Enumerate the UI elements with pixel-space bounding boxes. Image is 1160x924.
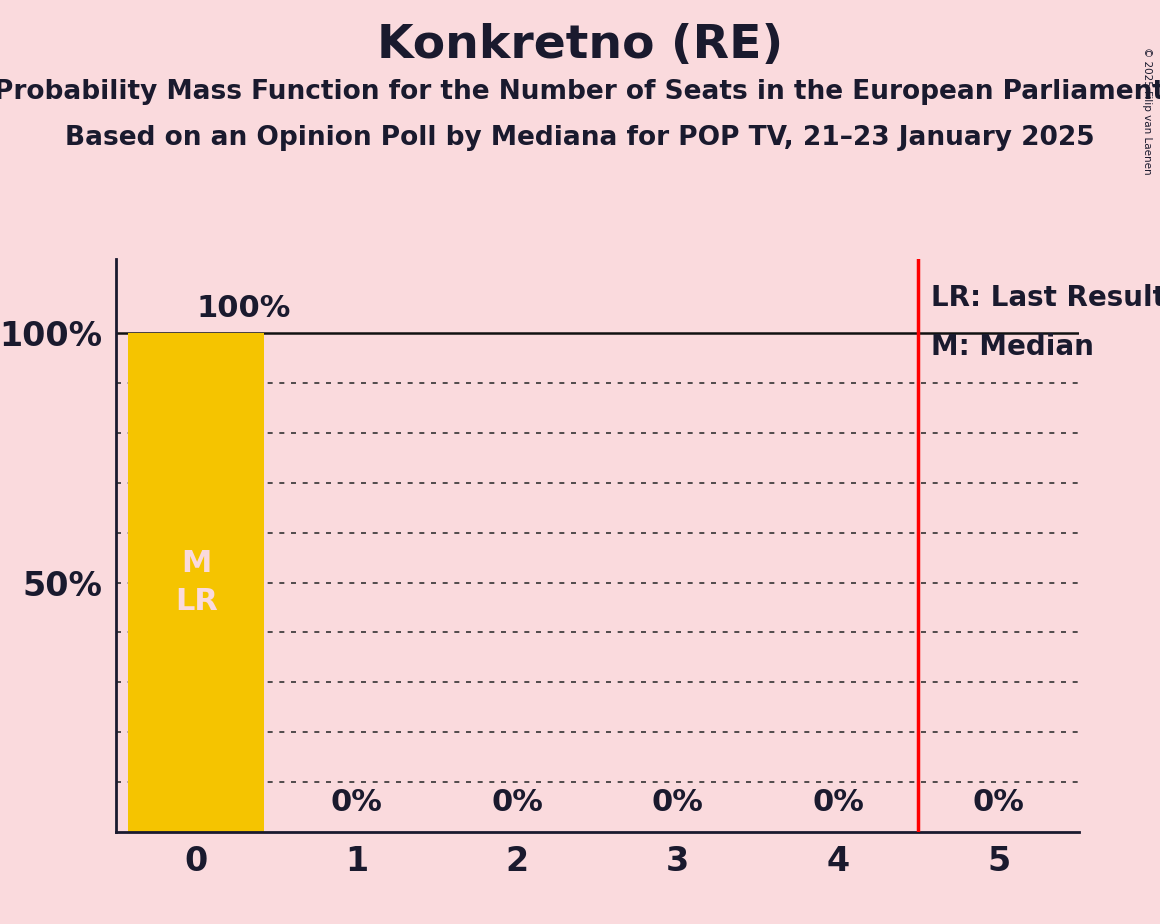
Text: 0%: 0% <box>972 787 1024 817</box>
Text: Based on an Opinion Poll by Mediana for POP TV, 21–23 January 2025: Based on an Opinion Poll by Mediana for … <box>65 125 1095 151</box>
Text: 0%: 0% <box>812 787 864 817</box>
Text: 0%: 0% <box>491 787 543 817</box>
Text: Probability Mass Function for the Number of Seats in the European Parliament: Probability Mass Function for the Number… <box>0 79 1160 104</box>
Text: © 2025 Filip van Laenen: © 2025 Filip van Laenen <box>1141 47 1152 175</box>
Text: M: Median: M: Median <box>931 334 1094 361</box>
Text: M
LR: M LR <box>175 549 218 616</box>
Text: LR: Last Result: LR: Last Result <box>931 284 1160 311</box>
Text: 0%: 0% <box>331 787 383 817</box>
Bar <box>128 334 264 832</box>
Text: Konkretno (RE): Konkretno (RE) <box>377 23 783 68</box>
Text: 100%: 100% <box>196 295 291 323</box>
Text: 0%: 0% <box>652 787 704 817</box>
